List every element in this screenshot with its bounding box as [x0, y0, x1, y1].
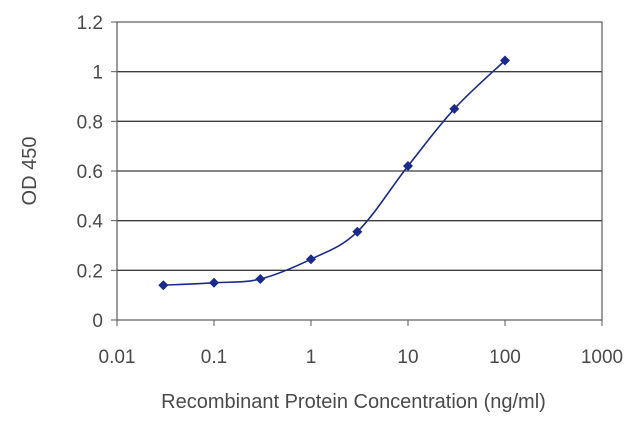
x-tick-label: 100 [489, 347, 521, 368]
y-tick-label: 0.6 [77, 162, 103, 183]
y-tick-label: 0 [92, 311, 103, 332]
series-line [163, 59, 506, 286]
y-tick-label: 0.2 [77, 261, 103, 282]
y-axis-ticks: 0 0.2 0.4 0.6 0.8 1 1.2 [77, 13, 117, 332]
data-point [403, 161, 413, 171]
y-tick-label: 0.8 [77, 112, 103, 133]
data-series [158, 55, 510, 291]
data-point [255, 274, 266, 284]
y-tick-label: 1.2 [77, 13, 103, 34]
y-axis-title: OD 450 [19, 137, 41, 206]
x-tick-label: 10 [397, 347, 418, 368]
data-point [158, 280, 169, 291]
y-tick-label: 0.4 [77, 212, 104, 233]
data-point [500, 55, 510, 66]
data-point [209, 277, 219, 288]
x-tick-label: 0.01 [99, 347, 136, 368]
x-tick-label: 0.1 [201, 347, 227, 368]
x-tick-label: 1000 [581, 347, 623, 368]
x-tick-label: 1 [306, 347, 317, 368]
y-tick-label: 1 [92, 63, 103, 84]
data-point [352, 226, 363, 237]
data-point [306, 254, 316, 265]
x-axis-ticks: 0.01 0.1 1 10 100 1000 [99, 320, 623, 368]
x-axis-title: Recombinant Protein Concentration (ng/ml… [161, 391, 546, 413]
gridlines [117, 71, 602, 271]
data-point [449, 103, 460, 114]
